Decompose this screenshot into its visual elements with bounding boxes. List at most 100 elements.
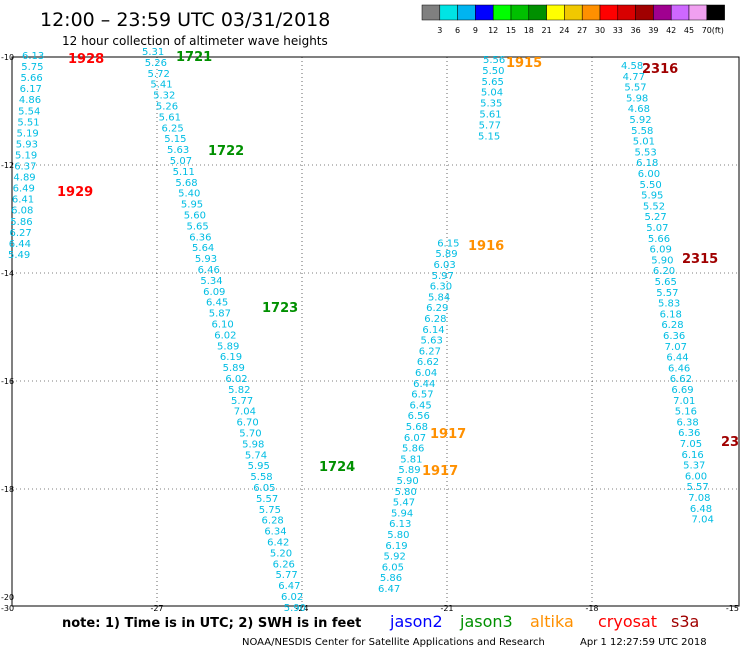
swh-value: 5.86	[380, 573, 402, 584]
swh-value: 6.45	[206, 298, 228, 309]
swh-value: 6.42	[267, 538, 289, 549]
swh-value: 6.36	[189, 232, 211, 243]
swh-value: 6.44	[9, 239, 31, 250]
swh-value: 5.27	[645, 212, 667, 223]
swh-value: 5.74	[245, 450, 267, 461]
swh-value: 5.15	[478, 131, 500, 142]
swh-value: 5.60	[184, 211, 206, 222]
note-text: note: 1) Time is in UTC; 2) SWH is in fe…	[62, 616, 361, 631]
swh-value: 6.13	[389, 519, 411, 530]
swh-value: 5.57	[256, 494, 278, 505]
lon-label: -18	[585, 604, 598, 613]
swh-value: 4.68	[628, 104, 650, 115]
swh-value: 5.86	[402, 444, 424, 455]
swh-value: 6.08	[11, 206, 33, 217]
swh-value: 6.02	[225, 374, 247, 385]
swh-value: 6.38	[676, 417, 698, 428]
map-frame	[11, 56, 740, 607]
swh-value: 5.47	[393, 498, 415, 509]
swh-value: 6.14	[422, 325, 444, 336]
swh-value: 5.49	[8, 250, 30, 261]
swh-value: 5.95	[641, 191, 663, 202]
swh-value: 5.07	[170, 156, 192, 167]
swh-value: 5.83	[658, 299, 680, 310]
satellite-legend: jason2 jason3 altika cryosat s3a	[389, 612, 699, 631]
footer-credit: NOAA/NESDIS Center for Satellite Applica…	[242, 637, 545, 648]
swh-value: 6.62	[417, 357, 439, 368]
colorbar-tick-label: 3	[437, 26, 442, 35]
swh-value: 5.63	[421, 336, 443, 347]
colorbar-swatch	[635, 4, 654, 21]
swh-value: 7.08	[688, 493, 710, 504]
swh-value: 5.80	[387, 530, 409, 541]
swh-value: 6.18	[660, 309, 682, 320]
colorbar-swatch	[581, 4, 601, 21]
pass-time-label: 2315	[682, 252, 718, 267]
lat-label: -10	[1, 53, 14, 62]
colorbar-swatch	[439, 4, 458, 21]
swh-value: 5.80	[395, 487, 417, 498]
swh-value: 5.65	[482, 77, 504, 88]
swh-value: 6.49	[13, 184, 35, 195]
swh-value: 5.95	[248, 461, 270, 472]
swh-value: 5.58	[250, 472, 272, 483]
swh-value: 5.54	[18, 106, 40, 117]
pass-time-label: 1917	[430, 427, 466, 442]
swh-value: 5.65	[655, 277, 677, 288]
colorbar-swatch	[564, 4, 583, 21]
swh-value: 5.61	[159, 112, 181, 123]
swh-value: 5.50	[639, 180, 661, 191]
swh-value: 6.27	[419, 346, 441, 357]
swh-value: 5.31	[142, 47, 164, 58]
lat-label: -16	[1, 377, 14, 386]
colorbar-swatch	[475, 4, 494, 21]
swh-value: 7.07	[665, 342, 687, 353]
swh-value: 6.41	[12, 195, 34, 206]
colorbar-swatch	[688, 4, 708, 21]
pass-time-label: 1916	[468, 239, 504, 254]
swh-value: 6.44	[413, 379, 435, 390]
pass-time-labels: 1928 1929 1721 1722 1723 1724 1915 1916 1917 1917…	[57, 50, 739, 479]
swh-value: 6.45	[409, 400, 431, 411]
swh-value: 5.92	[384, 552, 406, 563]
swh-value: 7.04	[234, 407, 256, 418]
colorbar-tick-label: 30	[595, 26, 605, 35]
swh-value: 4.86	[19, 95, 41, 106]
swh-value: 7.01	[673, 396, 695, 407]
swh-value: 6.16	[681, 450, 703, 461]
swh-value: 6.26	[273, 559, 295, 570]
swh-value: 6.09	[650, 245, 672, 256]
swh-value: 6.02	[214, 330, 236, 341]
swh-value: 6.25	[161, 123, 183, 134]
colorbar-tick-label: 15	[506, 26, 516, 35]
lat-label: -20	[1, 593, 14, 602]
pass-time-label: 1721	[176, 50, 212, 65]
swh-value: 6.29	[426, 303, 448, 314]
swh-value: 5.50	[482, 66, 504, 77]
swh-value: 5.82	[228, 385, 250, 396]
longitude-labels: -30 -27 -24 -21 -18 -15	[1, 604, 739, 613]
swh-value: 5.51	[17, 117, 39, 128]
swh-value: 6.28	[262, 516, 284, 527]
colorbar-tick-label: 33	[613, 26, 623, 35]
swh-value: 5.53	[634, 147, 656, 158]
pass-time-label: 1928	[68, 52, 104, 67]
colorbar-tick-label: 6	[455, 26, 460, 35]
colorbar: 3 6 9 12 15 18 21 24 27 30 33 36 39 42 45 70 (ft)	[421, 4, 725, 35]
swh-value: 5.04	[481, 88, 503, 99]
swh-value: 6.62	[670, 374, 692, 385]
colorbar-swatch	[457, 4, 476, 21]
swh-value: 5.87	[209, 309, 231, 320]
swh-value: 5.68	[406, 422, 428, 433]
colorbar-tick-label: 9	[473, 26, 478, 35]
colorbar-tick-label: 18	[524, 26, 534, 35]
swh-value: 6.04	[415, 368, 437, 379]
swh-value: 6.05	[253, 483, 275, 494]
swh-value: 5.65	[186, 221, 208, 232]
swh-value: 6.13	[22, 51, 44, 62]
swh-value: 5.56	[483, 55, 505, 66]
swh-value: 6.17	[20, 84, 42, 95]
colorbar-tick-label: 39	[648, 26, 658, 35]
swh-value: 5.52	[643, 201, 665, 212]
swh-value: 5.77	[479, 120, 501, 131]
